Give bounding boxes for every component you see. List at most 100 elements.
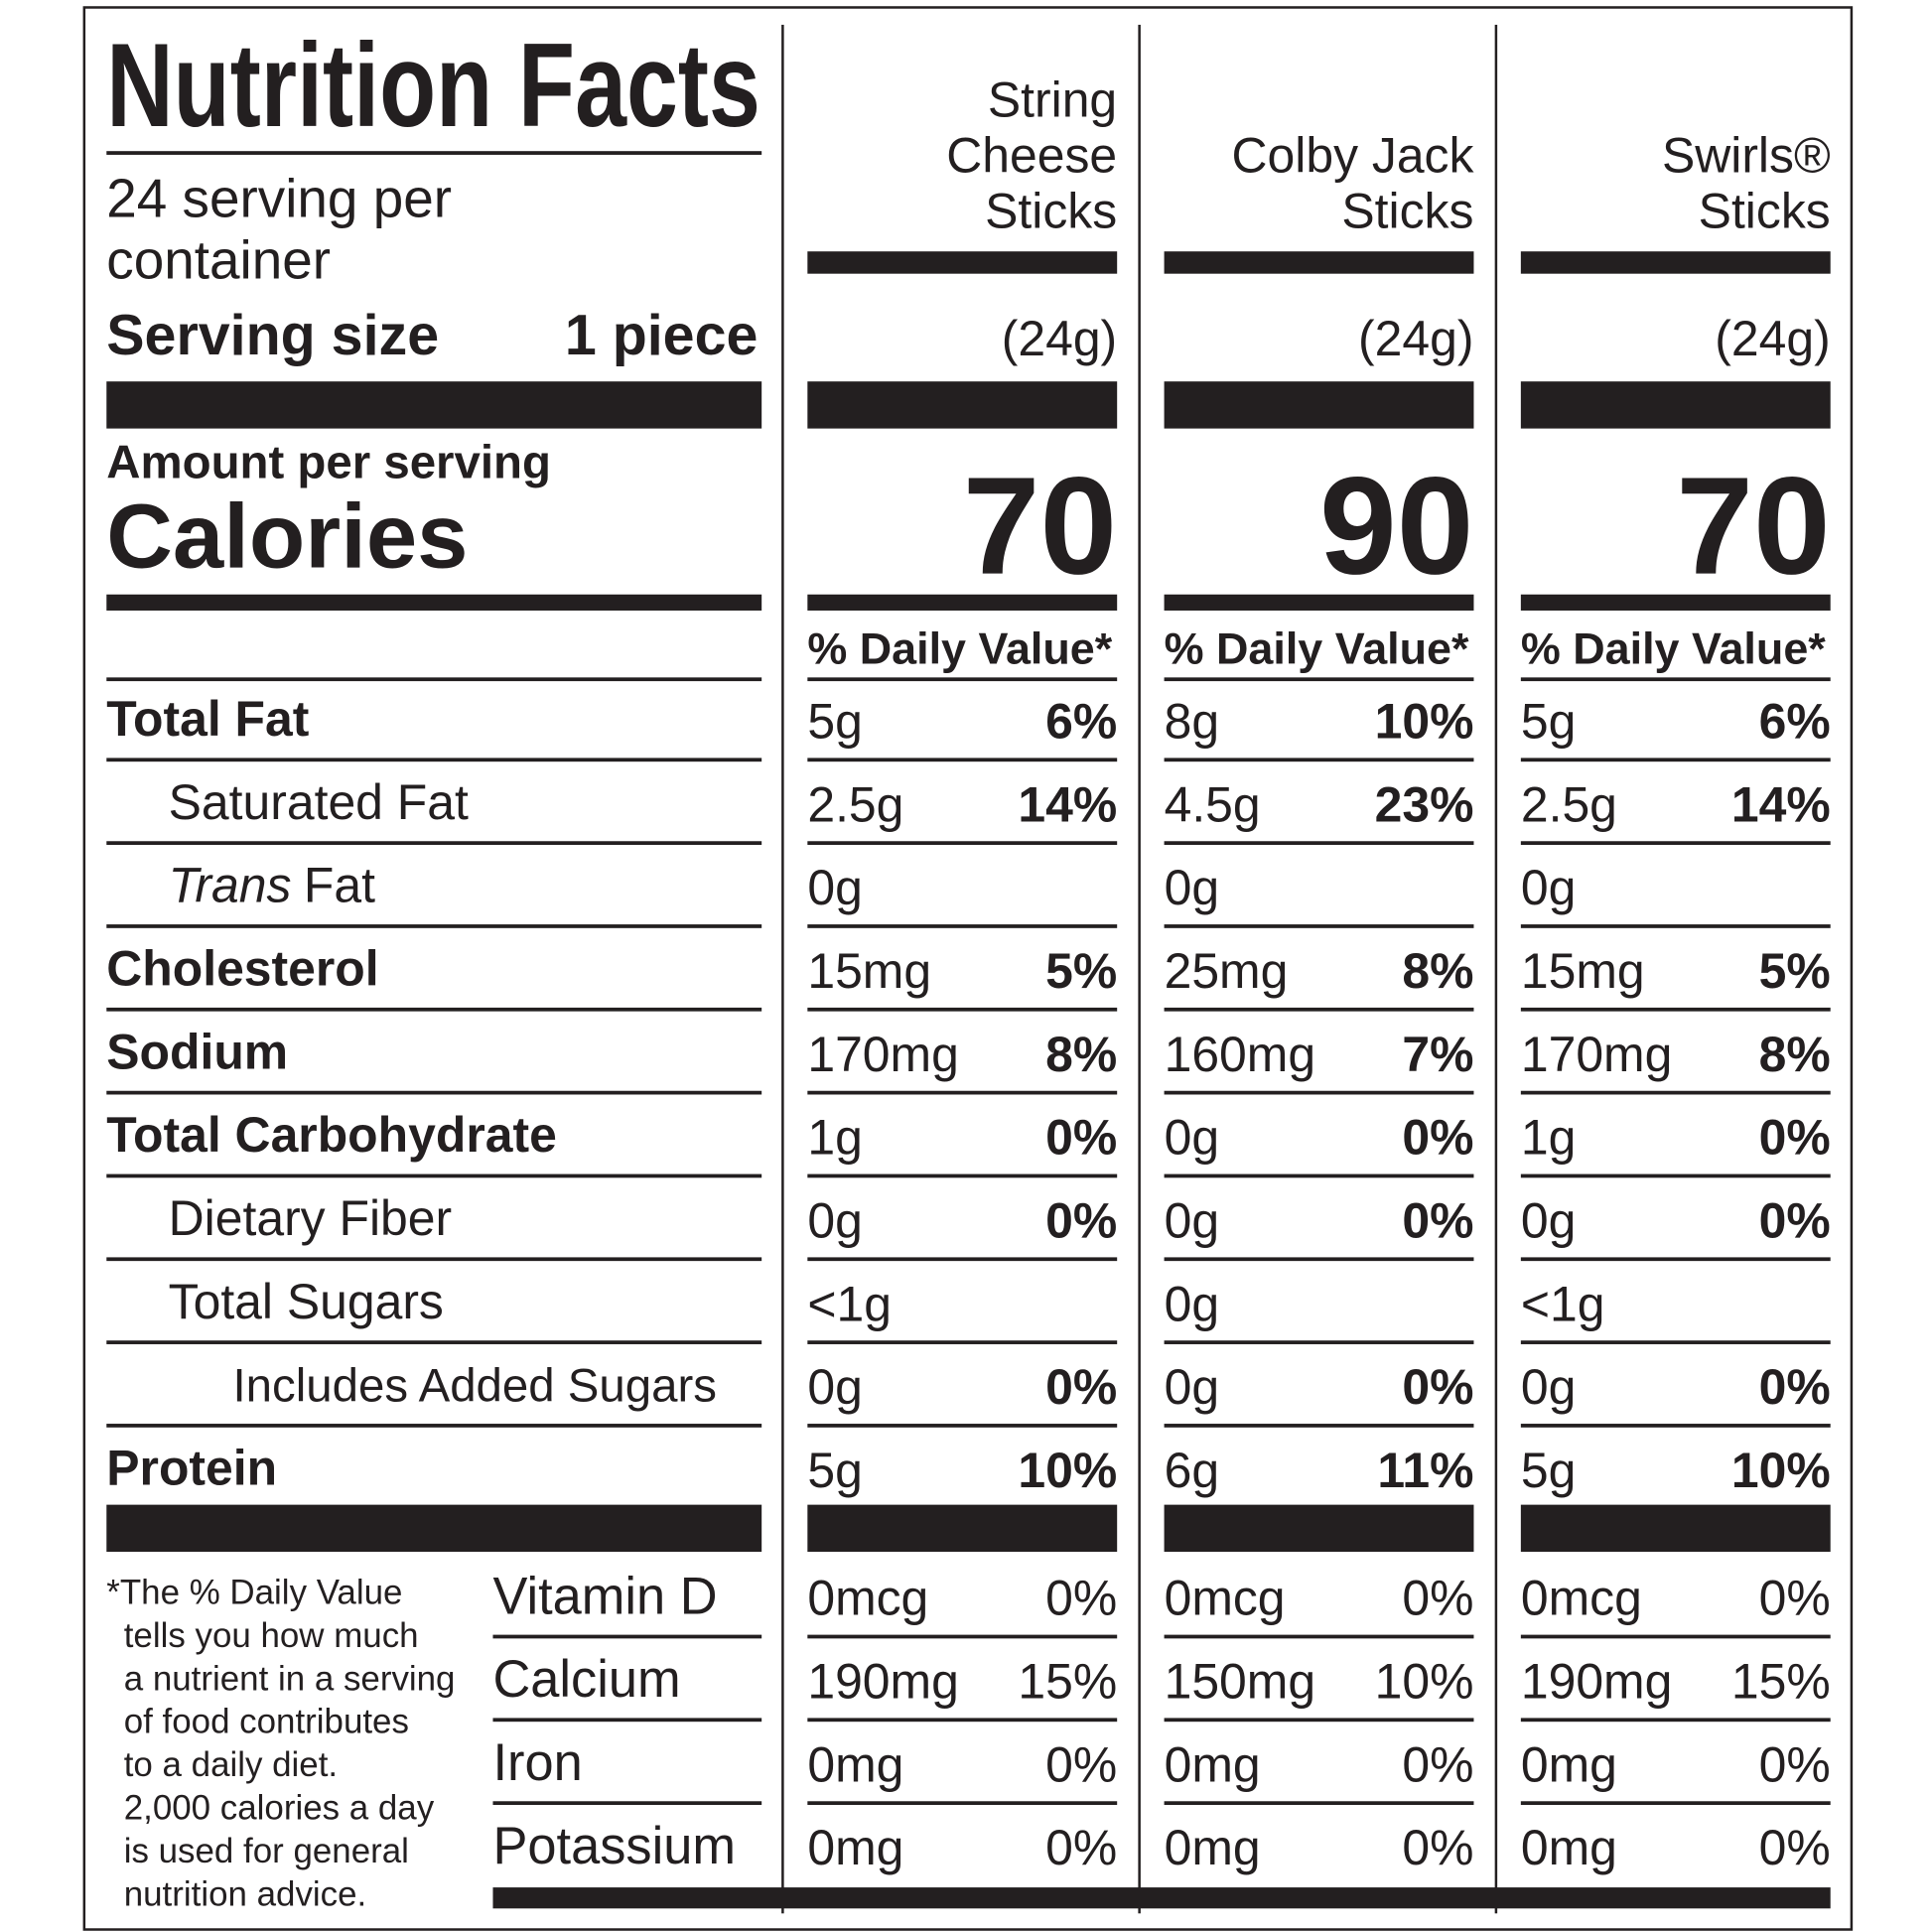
nutrient-amount: 6g	[1165, 1443, 1219, 1498]
vitamin-label: Potassium	[492, 1818, 736, 1875]
rule	[807, 1090, 1118, 1095]
serving-weight: (24g)	[1002, 311, 1117, 366]
nutrient-amount: 5g	[807, 693, 862, 749]
nutrient-daily-value: 23%	[1375, 776, 1474, 832]
vitamin-amount: 0mg	[1165, 1736, 1261, 1792]
thick-bar	[106, 381, 762, 429]
medium-bar	[1164, 594, 1474, 611]
rule	[1164, 1173, 1474, 1178]
bar	[1164, 251, 1474, 274]
nutrient-amount: 0g	[1521, 860, 1576, 915]
product-name: String	[988, 71, 1117, 127]
vitamin-daily-value: 0%	[1759, 1820, 1831, 1875]
product-name: Sticks	[985, 184, 1117, 239]
nutrient-label: Total Carbohydrate	[106, 1107, 557, 1163]
vitamin-amount: 0mg	[1521, 1820, 1617, 1875]
nutrient-amount: 5g	[807, 1443, 862, 1498]
rule	[1520, 1173, 1831, 1178]
rule	[1520, 1340, 1831, 1344]
rule	[1164, 1340, 1474, 1344]
vitamin-daily-value: 0%	[1759, 1571, 1831, 1626]
serving-size-label: Serving size	[106, 304, 439, 367]
nutrient-label: Sodium	[106, 1024, 288, 1079]
rule	[492, 1801, 762, 1806]
rule	[106, 924, 762, 928]
column-divider	[781, 24, 784, 1914]
nutrient-amount: 25mg	[1165, 943, 1289, 999]
rule	[807, 1801, 1118, 1806]
vitamin-daily-value: 0%	[1759, 1736, 1831, 1792]
nutrient-label: Dietary Fiber	[169, 1190, 452, 1246]
rule	[106, 1007, 762, 1012]
rule	[1520, 841, 1831, 846]
nutrient-daily-value: 10%	[1375, 693, 1474, 749]
nutrient-label: Total Sugars	[169, 1274, 444, 1329]
calories-value: 90	[1319, 449, 1473, 604]
medium-bar	[807, 594, 1118, 611]
vitamin-label: Iron	[492, 1734, 582, 1792]
rule	[1520, 758, 1831, 762]
nutrient-label: Trans Fat	[169, 858, 375, 913]
thick-bar	[807, 381, 1118, 429]
vitamin-daily-value: 15%	[1731, 1653, 1831, 1709]
rule	[807, 924, 1118, 928]
bottom-bar	[492, 1887, 1831, 1909]
nutrient-amount: 2.5g	[807, 776, 903, 832]
label-border	[82, 6, 1854, 1931]
nutrient-daily-value: 8%	[1759, 1027, 1831, 1082]
nutrient-label: Saturated Fat	[169, 774, 469, 830]
nutrient-daily-value: 8%	[1045, 1027, 1117, 1082]
rule	[1520, 1424, 1831, 1428]
nutrient-amount: 160mg	[1165, 1027, 1316, 1082]
rule	[1164, 1718, 1474, 1723]
rule	[807, 1424, 1118, 1428]
nutrient-amount: 0g	[1165, 860, 1219, 915]
vitamin-amount: 190mg	[1521, 1653, 1672, 1709]
nutrient-daily-value: 7%	[1402, 1027, 1473, 1082]
nutrient-daily-value: 0%	[1759, 1110, 1831, 1166]
rule	[1164, 1090, 1474, 1095]
nutrient-amount: 0g	[807, 1192, 862, 1248]
rule	[807, 1257, 1118, 1262]
rule	[106, 1340, 762, 1344]
rule	[106, 677, 762, 682]
product-name: Swirls®	[1662, 127, 1831, 183]
daily-value-header: % Daily Value*	[807, 623, 1112, 674]
nutrient-daily-value: 6%	[1759, 693, 1831, 749]
servings-per-container: container	[106, 229, 331, 291]
vitamin-amount: 0mcg	[807, 1571, 928, 1626]
serving-size-value: 1 piece	[565, 304, 759, 367]
footnote: a nutrient in a serving	[124, 1659, 456, 1698]
column-divider	[1494, 24, 1498, 1914]
rule	[106, 151, 762, 155]
nutrient-amount: 0g	[1521, 1192, 1576, 1248]
rule	[1520, 1090, 1831, 1095]
nutrient-amount: 0g	[807, 1359, 862, 1415]
nutrient-daily-value: 6%	[1045, 693, 1117, 749]
column-divider	[1138, 24, 1141, 1914]
nutrient-daily-value: 0%	[1045, 1110, 1117, 1166]
servings-per-container: 24 serving per	[106, 167, 452, 228]
thick-bar	[1520, 381, 1831, 429]
rule	[106, 1173, 762, 1178]
vitamin-daily-value: 0%	[1402, 1571, 1473, 1626]
calories-value: 70	[1676, 449, 1830, 604]
rule	[807, 758, 1118, 762]
vitamin-amount: 0mg	[1165, 1820, 1261, 1875]
thick-bar	[1164, 1504, 1474, 1553]
rule	[1164, 1257, 1474, 1262]
nutrient-label: Total Fat	[106, 691, 309, 747]
daily-value-header: % Daily Value*	[1521, 623, 1826, 674]
rule	[807, 1007, 1118, 1012]
nutrient-amount: <1g	[1521, 1276, 1605, 1331]
nutrient-amount: 1g	[1521, 1110, 1576, 1166]
nutrient-daily-value: 14%	[1731, 776, 1831, 832]
vitamin-daily-value: 15%	[1018, 1653, 1117, 1709]
footnote: 2,000 calories a day	[124, 1788, 435, 1827]
title: Nutrition Facts	[106, 20, 760, 152]
rule	[807, 1173, 1118, 1178]
rule	[106, 758, 762, 762]
vitamin-daily-value: 0%	[1402, 1820, 1473, 1875]
